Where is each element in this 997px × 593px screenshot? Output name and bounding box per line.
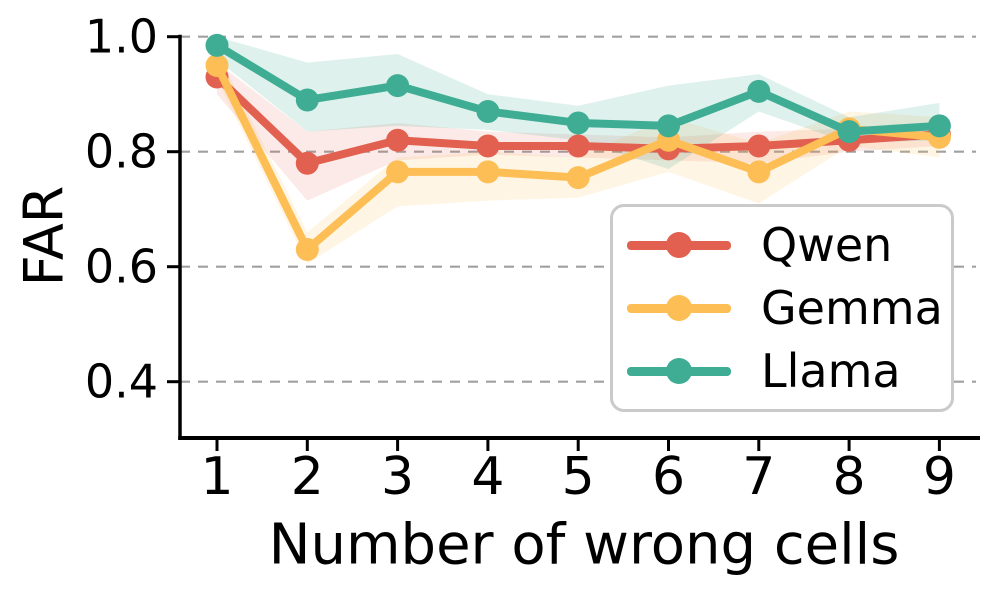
x-tick-label: 1 [200, 447, 233, 507]
legend-label-qwen: Qwen [761, 217, 893, 272]
y-tick-label: 1.0 [85, 10, 158, 64]
data-point-qwen-3 [386, 128, 410, 152]
gemma-line-marker-icon [627, 294, 731, 322]
qwen-line-marker-icon [627, 231, 731, 259]
data-point-qwen-4 [476, 134, 500, 158]
legend-label-gemma: Gemma [761, 280, 943, 335]
data-point-gemma-2 [295, 237, 319, 261]
data-point-gemma-5 [566, 166, 590, 190]
series-band-llama [217, 36, 940, 169]
data-point-llama-8 [837, 120, 861, 144]
data-point-llama-1 [205, 33, 229, 57]
x-tick-label: 6 [652, 447, 685, 507]
legend: Qwen Gemma Llama [610, 204, 954, 412]
data-point-gemma-1 [205, 53, 229, 77]
series-band-qwen [217, 62, 940, 201]
data-point-qwen-7 [747, 134, 771, 158]
data-point-llama-6 [657, 114, 680, 138]
data-point-qwen-2 [295, 151, 319, 175]
legend-entry-llama: Llama [627, 348, 951, 394]
data-point-llama-9 [927, 114, 951, 138]
y-tick-label: 0.6 [85, 240, 158, 294]
x-tick-label: 8 [833, 447, 866, 507]
x-tick-label: 4 [471, 447, 504, 507]
x-tick-label: 9 [923, 447, 956, 507]
data-point-gemma-7 [747, 160, 771, 184]
data-point-llama-7 [747, 79, 771, 103]
data-point-qwen-5 [566, 134, 590, 158]
y-tick-label: 0.8 [85, 125, 158, 179]
x-axis-label: Number of wrong cells [268, 512, 900, 578]
legend-label-llama: Llama [761, 344, 901, 399]
data-point-gemma-3 [386, 160, 410, 184]
legend-entry-qwen: Qwen [627, 222, 951, 268]
llama-line-marker-icon [627, 357, 731, 385]
y-axis-label: FAR [12, 185, 76, 287]
legend-entry-gemma: Gemma [627, 285, 951, 331]
x-tick-label: 7 [742, 447, 775, 507]
data-point-llama-4 [476, 99, 500, 123]
data-point-gemma-4 [476, 160, 500, 184]
x-tick-label: 2 [291, 447, 324, 507]
data-point-llama-5 [566, 111, 590, 135]
data-point-llama-3 [386, 74, 410, 98]
y-tick-label: 0.4 [85, 355, 158, 409]
series-band-gemma [217, 51, 940, 264]
data-point-llama-2 [295, 88, 319, 112]
x-tick-label: 3 [381, 447, 414, 507]
x-tick-label: 5 [562, 447, 595, 507]
